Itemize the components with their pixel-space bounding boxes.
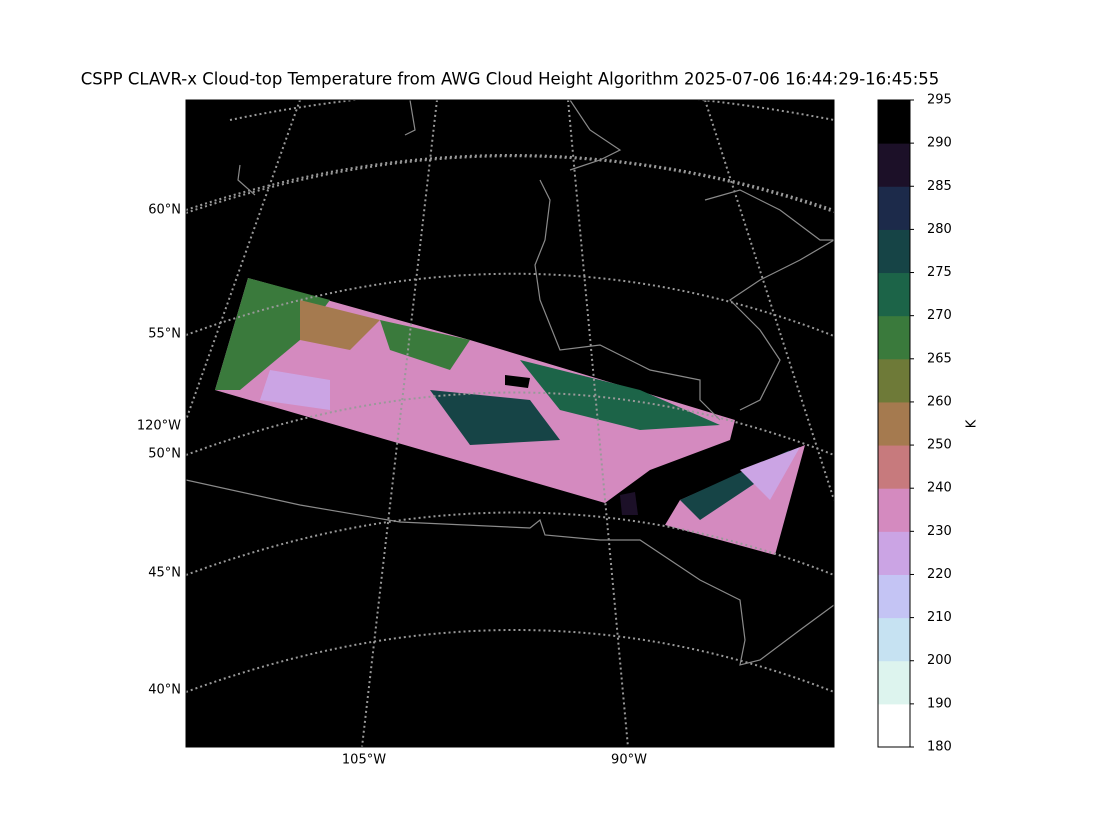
colorbar-label: K [965, 419, 980, 428]
colorbar-segment [878, 272, 910, 317]
colorbar-segment [878, 488, 910, 532]
colorbar-tick-label: 285 [927, 179, 952, 194]
lat-label: 55°N [148, 327, 181, 342]
colorbar: 180 190 200 210 220 230 240 250 260 265 270 275 280 2… [877, 93, 952, 755]
colorbar-segment [878, 660, 910, 705]
lat-label: 45°N [148, 566, 181, 581]
colorbar-segment [878, 315, 910, 360]
swath [215, 278, 805, 555]
colorbar-segment [878, 186, 910, 230]
colorbar-frame [877, 99, 911, 748]
lon-label: 90°W [611, 753, 647, 768]
colorbar-tick-label: 290 [927, 136, 952, 151]
lat-label: 50°N [148, 447, 181, 462]
colorbar-tick-label: 190 [927, 696, 952, 711]
colorbar-segment [878, 703, 910, 748]
colorbar-tick-label: 180 [927, 740, 952, 755]
colorbar-segment [878, 100, 910, 144]
colorbar-segment [878, 445, 910, 489]
colorbar-tick-label: 230 [927, 524, 952, 539]
coastlines [186, 100, 834, 666]
colorbar-tick-label: 200 [927, 653, 952, 668]
colorbar-segment [878, 143, 910, 187]
colorbar-segment [878, 401, 910, 446]
colorbar-segment [878, 358, 910, 403]
colorbar-tick-label: 275 [927, 265, 952, 280]
graticule [186, 100, 834, 747]
lat-label: 40°N [148, 683, 181, 698]
colorbar-tick-label: 240 [927, 481, 952, 496]
colorbar-tick-label: 265 [927, 351, 952, 366]
colorbar-tick-label: 250 [927, 438, 952, 453]
map-frame [185, 99, 835, 748]
colorbar-segment [878, 229, 910, 274]
colorbar-tick-label: 295 [927, 93, 952, 108]
colorbar-tick-label: 260 [927, 394, 952, 409]
colorbar-tick-label: 280 [927, 222, 952, 237]
lat-label: 60°N [148, 203, 181, 218]
title: CSPP CLAVR-x Cloud-top Temperature from … [81, 70, 940, 89]
map [186, 100, 834, 747]
lon-label: 105°W [342, 753, 386, 768]
colorbar-tick-label: 220 [927, 567, 952, 582]
lon-label: 120°W [137, 419, 181, 434]
colorbar-tick-label: 270 [927, 308, 952, 323]
colorbar-segment [878, 531, 910, 575]
colorbar-segment [878, 574, 910, 619]
colorbar-segment [878, 617, 910, 662]
colorbar-tick-label: 210 [927, 610, 952, 625]
